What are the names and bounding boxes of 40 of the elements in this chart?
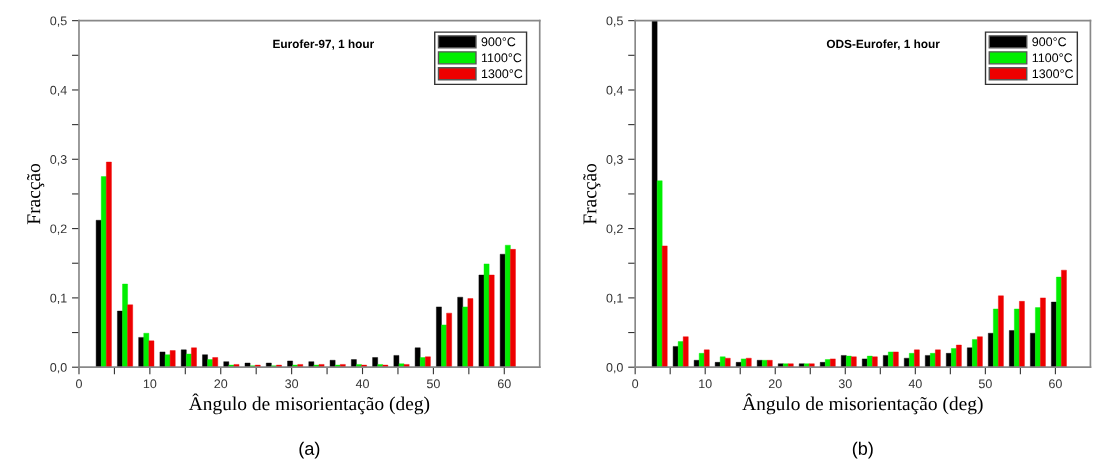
y-tick-label: 0,0 [50, 363, 67, 374]
y-axis-title: Fracção [27, 163, 45, 225]
x-tick-label: 10 [143, 379, 157, 389]
y-tick-label: 0,1 [50, 293, 67, 305]
y-tick-label: 0,3 [606, 155, 623, 166]
x-tick-label: 30 [285, 379, 299, 389]
x-tick-label: 10 [699, 379, 712, 389]
y-tick-label: 0,1 [606, 293, 623, 305]
y-tick-label: 0,3 [50, 155, 67, 166]
x-tick-label: 40 [355, 379, 369, 389]
y-tick-label: 0,2 [50, 224, 67, 235]
x-tick-label: 0 [632, 379, 639, 389]
text: Eurofer-97, 1 hour [273, 39, 374, 50]
y-tick-label: 0,5 [606, 16, 623, 27]
x-tick-label: 20 [768, 379, 782, 389]
legend-label: 1300°C [481, 69, 523, 79]
x-tick-label: 50 [978, 379, 992, 389]
x-tick-label: 60 [1049, 379, 1062, 389]
x-tick-label: 60 [497, 379, 511, 389]
x-axis-title: Ângulo de misorientação (deg) [188, 393, 430, 415]
x-tick-label: 40 [908, 379, 922, 389]
y-tick-label: 0,4 [606, 85, 623, 97]
text: (b) [852, 441, 873, 459]
y-tick-label: 0,4 [50, 85, 67, 97]
legend-label: 1300°C [1032, 69, 1074, 79]
text: (a) [299, 441, 320, 459]
x-tick-label: 50 [426, 379, 440, 389]
y-tick-label: 0,2 [606, 224, 623, 235]
text: ODS-Eurofer, 1 hour [826, 39, 940, 50]
x-tick-label: 30 [838, 379, 852, 389]
x-tick-label: 0 [76, 379, 82, 389]
y-tick-label: 0,5 [50, 16, 67, 27]
y-tick-label: 0,0 [606, 363, 623, 374]
legend-label: 1100°C [1032, 53, 1073, 63]
y-axis-title: Fracção [583, 163, 601, 225]
x-tick-label: 20 [214, 379, 228, 389]
legend-label: 900°C [481, 37, 516, 47]
x-axis-title: Ângulo de misorientação (deg) [742, 393, 983, 415]
legend-label: 900°C [1032, 37, 1067, 47]
legend-label: 1100°C [481, 53, 522, 63]
